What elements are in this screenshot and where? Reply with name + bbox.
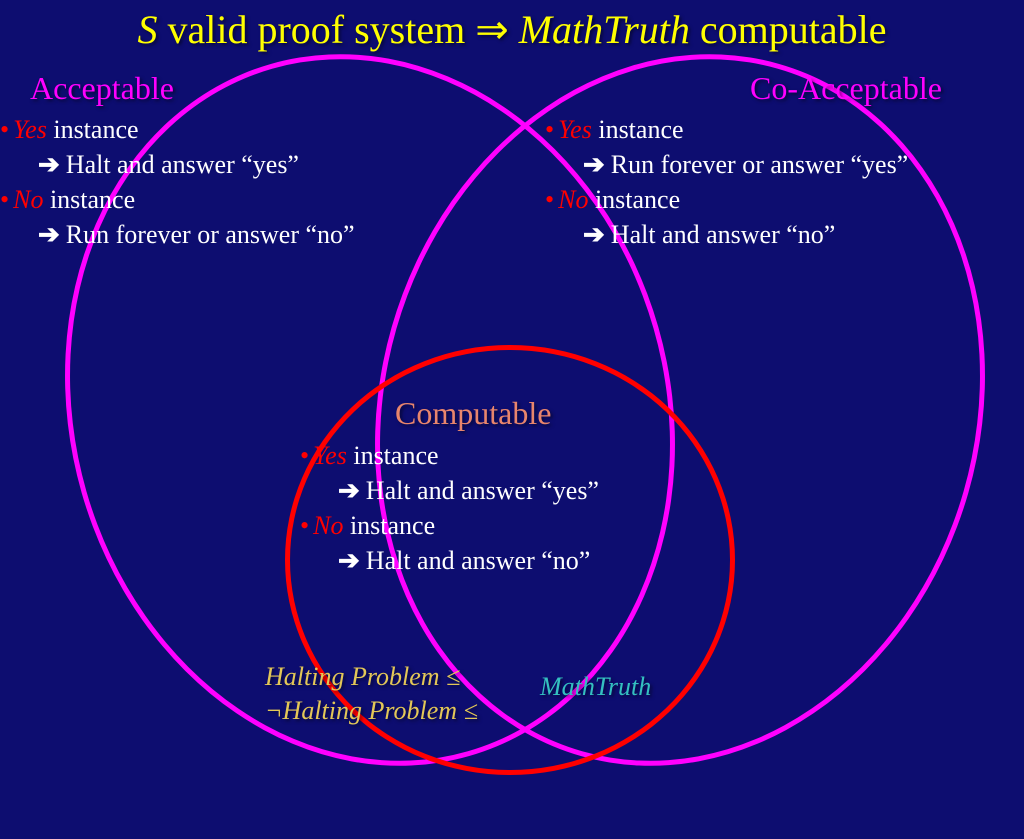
coacc-no-label: No [558,185,588,214]
arrow-icon: ➔ [38,149,66,179]
coacc-yes-action-text: Run forever or answer “yes” [611,150,908,179]
coacc-no-action: ➔Halt and answer “no” [545,217,908,252]
acc-no-action: ➔Run forever or answer “no” [0,217,355,252]
label-acceptable: Acceptable [30,70,174,107]
comp-yes-action-text: Halt and answer “yes” [366,476,599,505]
coacc-yes-rest: instance [592,115,684,144]
label-computable: Computable [395,395,551,432]
definition-computable: •Yes instance ➔Halt and answer “yes” •No… [300,438,599,578]
bullet-icon: • [0,115,13,144]
coacc-yes-action: ➔Run forever or answer “yes” [545,147,908,182]
comp-no-label: No [313,511,343,540]
title-mathtruth: MathTruth [509,7,690,52]
acc-yes-label: Yes [13,115,47,144]
title-end: computable [690,7,887,52]
label-coacceptable: Co-Acceptable [750,70,942,107]
coacc-yes-label: Yes [558,115,592,144]
title-arrow: ⇒ [475,7,509,52]
comp-yes-rest: instance [347,441,439,470]
comp-yes-action: ➔Halt and answer “yes” [300,473,599,508]
coacc-no-rest: instance [588,185,680,214]
comp-no-line: •No instance [300,508,599,543]
acc-yes-rest: instance [47,115,139,144]
acc-no-rest: instance [43,185,135,214]
acc-yes-line: •Yes instance [0,112,355,147]
title-mid1: valid proof system [157,7,475,52]
bullet-icon: • [300,511,313,540]
comp-no-rest: instance [343,511,435,540]
hp-line-2: ¬Halting Problem ≤ [265,694,478,728]
arrow-icon: ➔ [583,219,611,249]
arrow-icon: ➔ [38,219,66,249]
acc-no-action-text: Run forever or answer “no” [66,220,355,249]
mathtruth-label: MathTruth [540,672,651,702]
definition-acceptable: •Yes instance ➔Halt and answer “yes” •No… [0,112,355,252]
comp-no-action: ➔Halt and answer “no” [300,543,599,578]
hp-line-1: Halting Problem ≤ [265,660,478,694]
comp-yes-label: Yes [313,441,347,470]
slide-title: S valid proof system ⇒ MathTruth computa… [0,6,1024,53]
arrow-icon: ➔ [338,475,366,505]
bullet-icon: • [545,115,558,144]
acc-yes-action: ➔Halt and answer “yes” [0,147,355,182]
halting-problem-reductions: Halting Problem ≤ ¬Halting Problem ≤ [265,660,478,728]
bullet-icon: • [545,185,558,214]
bullet-icon: • [300,441,313,470]
comp-yes-line: •Yes instance [300,438,599,473]
bullet-icon: • [0,185,13,214]
coacc-no-action-text: Halt and answer “no” [611,220,836,249]
arrow-icon: ➔ [338,545,366,575]
title-s: S [137,7,157,52]
coacc-no-line: •No instance [545,182,908,217]
comp-no-action-text: Halt and answer “no” [366,546,591,575]
coacc-yes-line: •Yes instance [545,112,908,147]
acc-no-label: No [13,185,43,214]
acc-yes-action-text: Halt and answer “yes” [66,150,299,179]
definition-coacceptable: •Yes instance ➔Run forever or answer “ye… [545,112,908,252]
arrow-icon: ➔ [583,149,611,179]
acc-no-line: •No instance [0,182,355,217]
